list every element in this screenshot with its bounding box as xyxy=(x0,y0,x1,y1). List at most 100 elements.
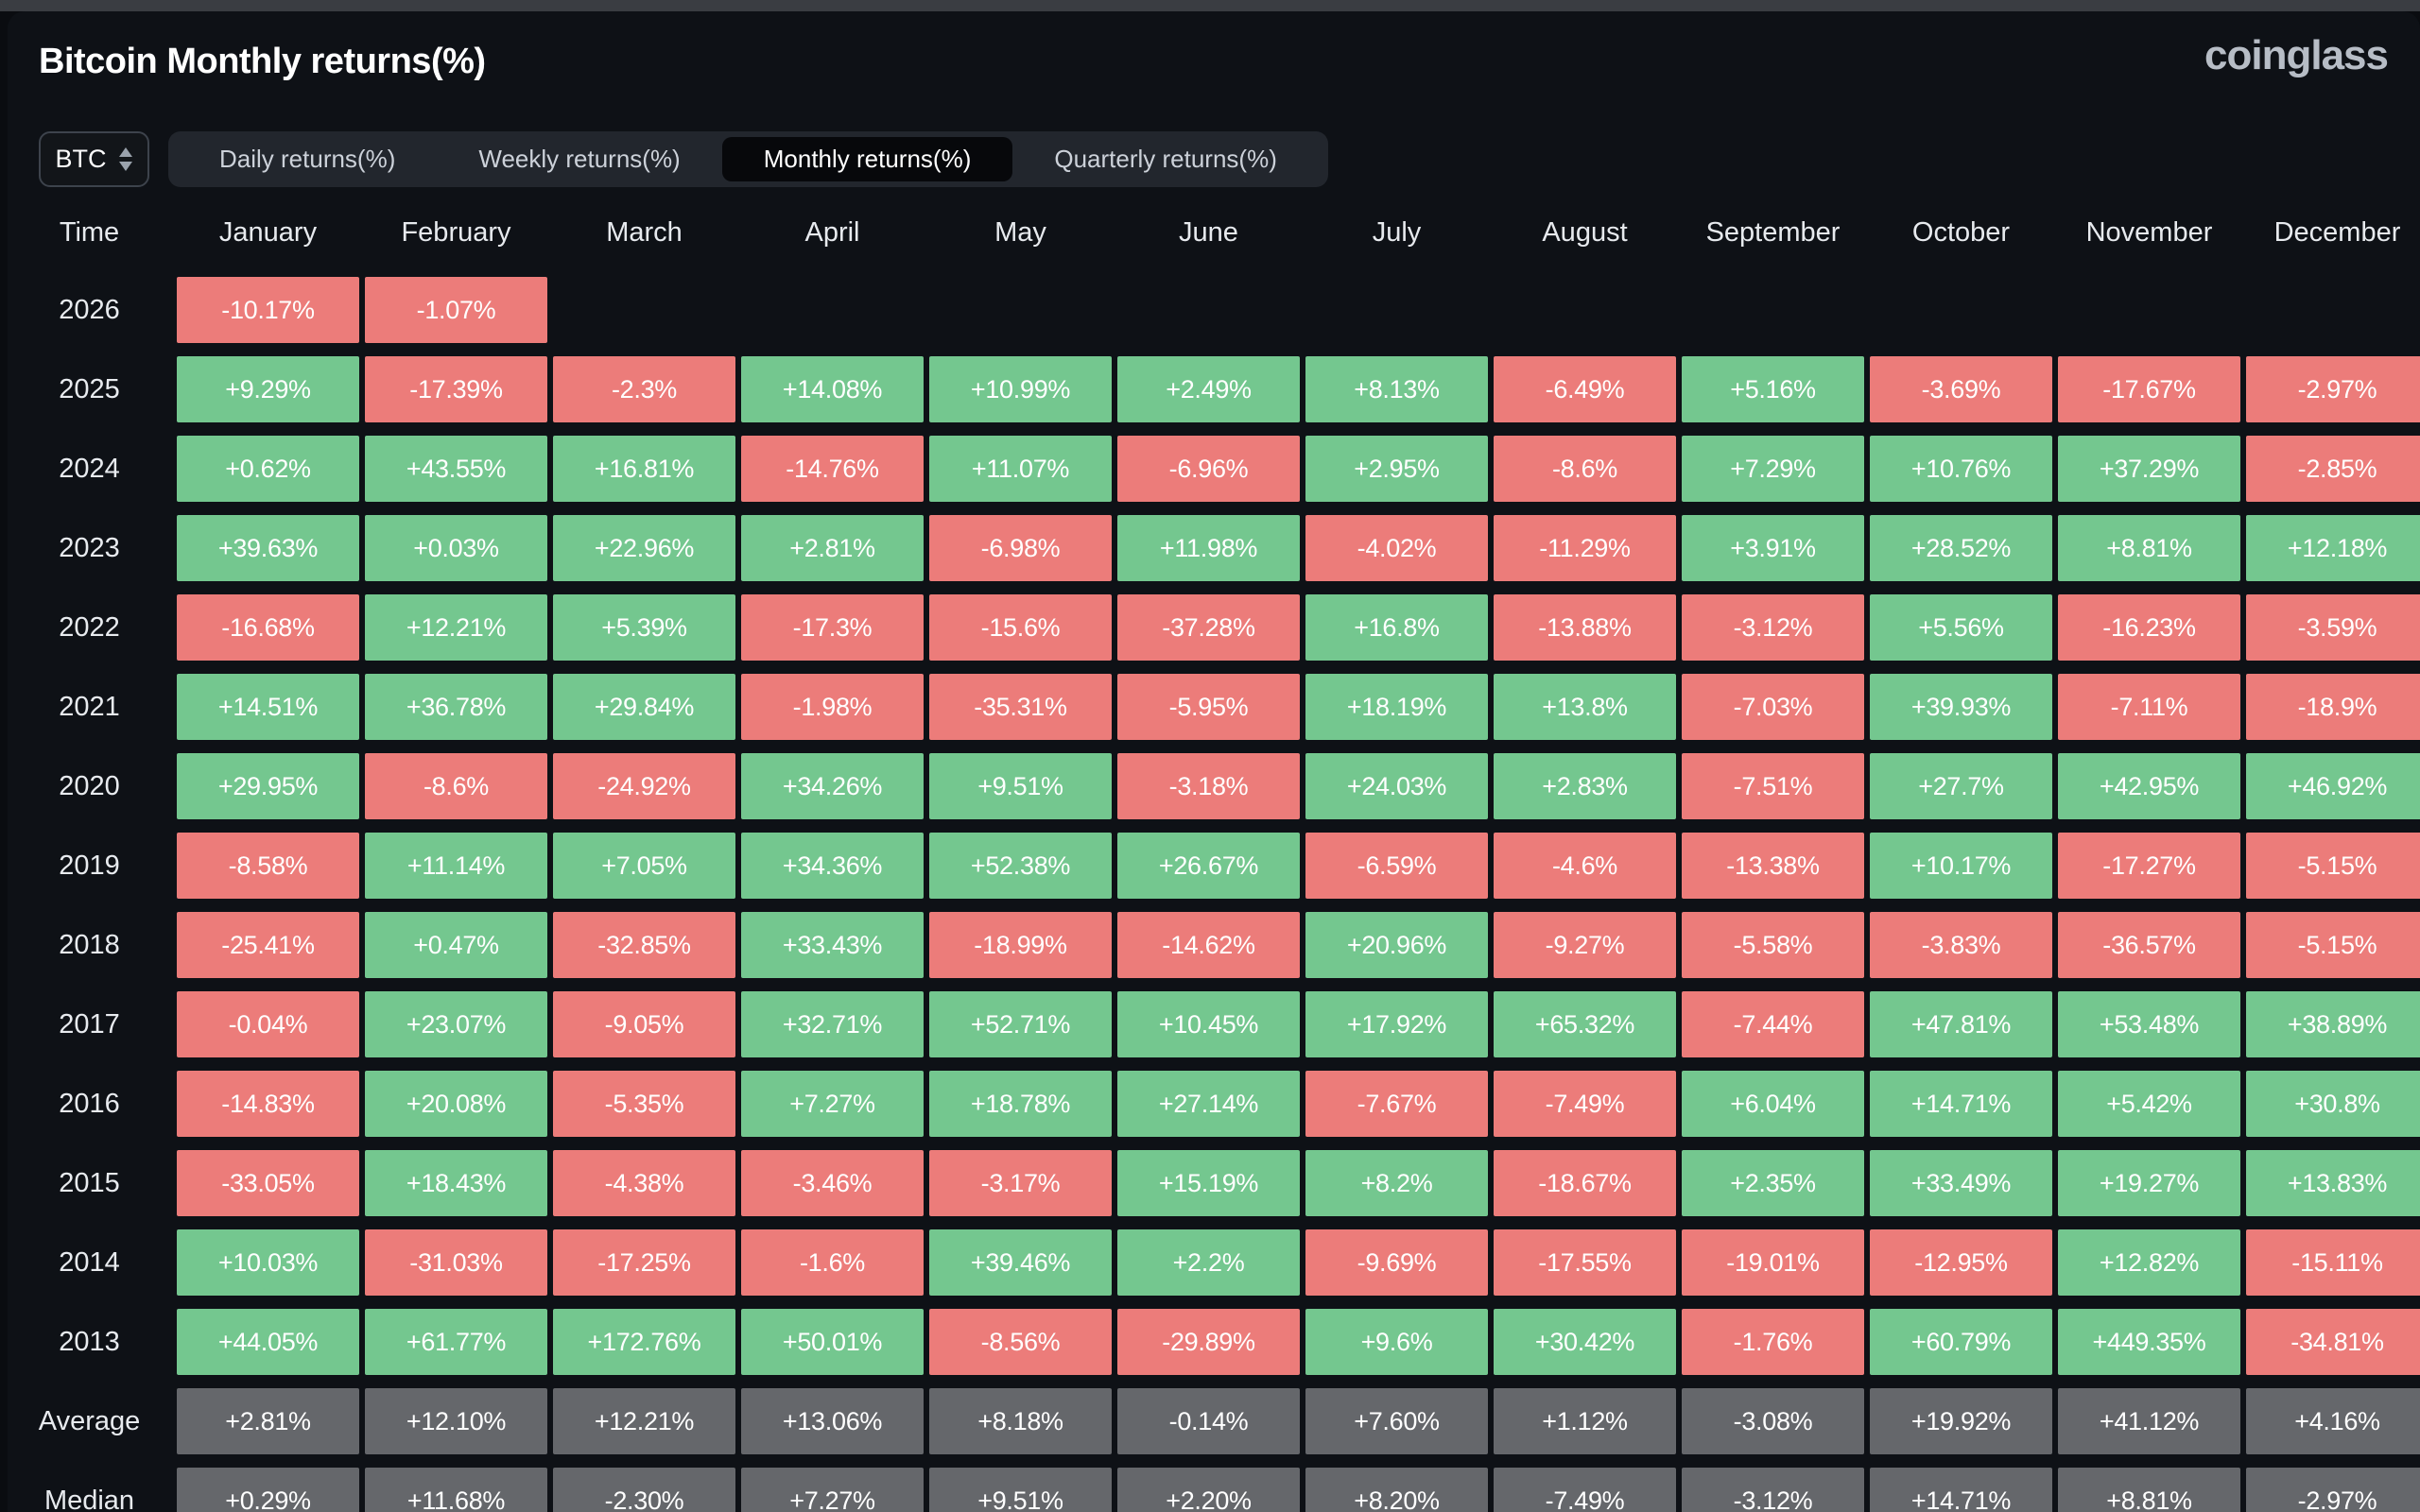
return-cell: +29.84% xyxy=(553,674,735,740)
return-cell: +12.18% xyxy=(2246,515,2420,581)
return-cell: -6.59% xyxy=(1305,833,1488,899)
return-cell: +8.13% xyxy=(1305,356,1488,422)
return-cell: -6.96% xyxy=(1117,436,1300,502)
return-cell: +43.55% xyxy=(365,436,547,502)
return-cell: -37.28% xyxy=(1117,594,1300,661)
column-header-october: October xyxy=(1911,217,2011,248)
return-cell: +0.03% xyxy=(365,515,547,581)
return-cell: -32.85% xyxy=(553,912,735,978)
table-header-row: Time January February March April May June July… xyxy=(8,202,2420,264)
return-cell: +2.2% xyxy=(1117,1229,1300,1296)
return-cell: -8.6% xyxy=(1494,436,1676,502)
return-cell: +10.17% xyxy=(1870,833,2052,899)
tab-monthly-returns[interactable]: Monthly returns(%) xyxy=(721,137,1013,181)
tab-weekly-returns[interactable]: Weekly returns(%) xyxy=(437,137,721,181)
row-label-average: Average xyxy=(38,1405,141,1436)
return-cell: +52.38% xyxy=(929,833,1112,899)
return-cell: +4.16% xyxy=(2246,1388,2420,1454)
tab-quarterly-returns[interactable]: Quarterly returns(%) xyxy=(1012,137,1319,181)
return-cell: -1.98% xyxy=(741,674,924,740)
return-cell: +47.81% xyxy=(1870,991,2052,1057)
return-cell: +11.14% xyxy=(365,833,547,899)
return-cell: +42.95% xyxy=(2058,753,2240,819)
return-cell: +1.12% xyxy=(1494,1388,1676,1454)
return-cell: +38.89% xyxy=(2246,991,2420,1057)
return-cell: -2.97% xyxy=(2246,1468,2420,1512)
table-row-2014: 2014 +10.03% -31.03% -17.25% -1.6% +39.46% +2.… xyxy=(8,1229,2420,1296)
table-row-2025: 2025 +9.29% -17.39% -2.3% +14.08% +10.99% +2.4… xyxy=(8,356,2420,422)
return-cell: -3.69% xyxy=(1870,356,2052,422)
symbol-select[interactable]: BTC xyxy=(39,131,149,187)
return-cell: -3.12% xyxy=(1682,594,1864,661)
return-cell: +11.68% xyxy=(365,1468,547,1512)
return-cell: +61.77% xyxy=(365,1309,547,1375)
return-cell: +33.49% xyxy=(1870,1150,2052,1216)
return-cell: +27.14% xyxy=(1117,1071,1300,1137)
return-cell: -7.11% xyxy=(2058,674,2240,740)
return-cell: -25.41% xyxy=(177,912,359,978)
return-cell: +19.92% xyxy=(1870,1388,2052,1454)
table-row-2020: 2020 +29.95% -8.6% -24.92% +34.26% +9.51% -3.1… xyxy=(8,753,2420,819)
browser-top-strip xyxy=(0,0,2420,11)
row-label-2025: 2025 xyxy=(59,373,120,404)
return-cell-empty xyxy=(741,277,924,343)
return-cell-empty xyxy=(929,277,1112,343)
return-cell: +18.78% xyxy=(929,1071,1112,1137)
return-cell: -8.58% xyxy=(177,833,359,899)
return-cell: -13.38% xyxy=(1682,833,1864,899)
returns-tab-bar: Daily returns(%) Weekly returns(%) Monthly… xyxy=(168,131,1328,187)
return-cell: -17.27% xyxy=(2058,833,2240,899)
return-cell: -16.68% xyxy=(177,594,359,661)
return-cell: -18.99% xyxy=(929,912,1112,978)
return-cell: +8.81% xyxy=(2058,1468,2240,1512)
return-cell: +13.8% xyxy=(1494,674,1676,740)
row-label-2014: 2014 xyxy=(59,1246,120,1278)
return-cell: +20.96% xyxy=(1305,912,1488,978)
return-cell: +2.81% xyxy=(741,515,924,581)
tab-daily-returns[interactable]: Daily returns(%) xyxy=(178,137,437,181)
return-cell-empty xyxy=(2246,277,2420,343)
row-label-2015: 2015 xyxy=(59,1167,120,1198)
return-cell: +9.6% xyxy=(1305,1309,1488,1375)
return-cell: +28.52% xyxy=(1870,515,2052,581)
return-cell-empty xyxy=(2058,277,2240,343)
return-cell: -36.57% xyxy=(2058,912,2240,978)
return-cell: -3.83% xyxy=(1870,912,2052,978)
return-cell: +36.78% xyxy=(365,674,547,740)
return-cell: +2.49% xyxy=(1117,356,1300,422)
return-cell: +2.35% xyxy=(1682,1150,1864,1216)
return-cell: -2.97% xyxy=(2246,356,2420,422)
return-cell: -8.56% xyxy=(929,1309,1112,1375)
app-card: Bitcoin Monthly returns(%) coinglass BTC… xyxy=(8,11,2420,1512)
return-cell: +3.91% xyxy=(1682,515,1864,581)
return-cell: +10.76% xyxy=(1870,436,2052,502)
return-cell: +13.06% xyxy=(741,1388,924,1454)
row-label-2026: 2026 xyxy=(59,294,120,325)
return-cell: +0.62% xyxy=(177,436,359,502)
return-cell: -17.55% xyxy=(1494,1229,1676,1296)
table-row-2015: 2015 -33.05% +18.43% -4.38% -3.46% -3.17% +15.… xyxy=(8,1150,2420,1216)
return-cell: +53.48% xyxy=(2058,991,2240,1057)
return-cell: +27.7% xyxy=(1870,753,2052,819)
return-cell: -9.27% xyxy=(1494,912,1676,978)
return-cell: +8.81% xyxy=(2058,515,2240,581)
return-cell: -7.67% xyxy=(1305,1071,1488,1137)
return-cell: -6.98% xyxy=(929,515,1112,581)
return-cell: +23.07% xyxy=(365,991,547,1057)
return-cell: +46.92% xyxy=(2246,753,2420,819)
row-label-2013: 2013 xyxy=(59,1326,120,1357)
return-cell: -14.83% xyxy=(177,1071,359,1137)
table-row-2021: 2021 +14.51% +36.78% +29.84% -1.98% -35.31% -5… xyxy=(8,674,2420,740)
column-header-time: Time xyxy=(59,217,120,248)
table-row-2017: 2017 -0.04% +23.07% -9.05% +32.71% +52.71% +10… xyxy=(8,991,2420,1057)
return-cell: -7.49% xyxy=(1494,1071,1676,1137)
return-cell: -33.05% xyxy=(177,1150,359,1216)
return-cell: -24.92% xyxy=(553,753,735,819)
column-header-november: November xyxy=(2085,217,2213,248)
return-cell: -12.95% xyxy=(1870,1229,2052,1296)
table-row-2024: 2024 +0.62% +43.55% +16.81% -14.76% +11.07% -6… xyxy=(8,436,2420,502)
table-row-median: Median +0.29% +11.68% -2.30% +7.27% +9.51% +2.… xyxy=(8,1468,2420,1512)
return-cell: -3.08% xyxy=(1682,1388,1864,1454)
return-cell: -9.05% xyxy=(553,991,735,1057)
return-cell: -7.51% xyxy=(1682,753,1864,819)
